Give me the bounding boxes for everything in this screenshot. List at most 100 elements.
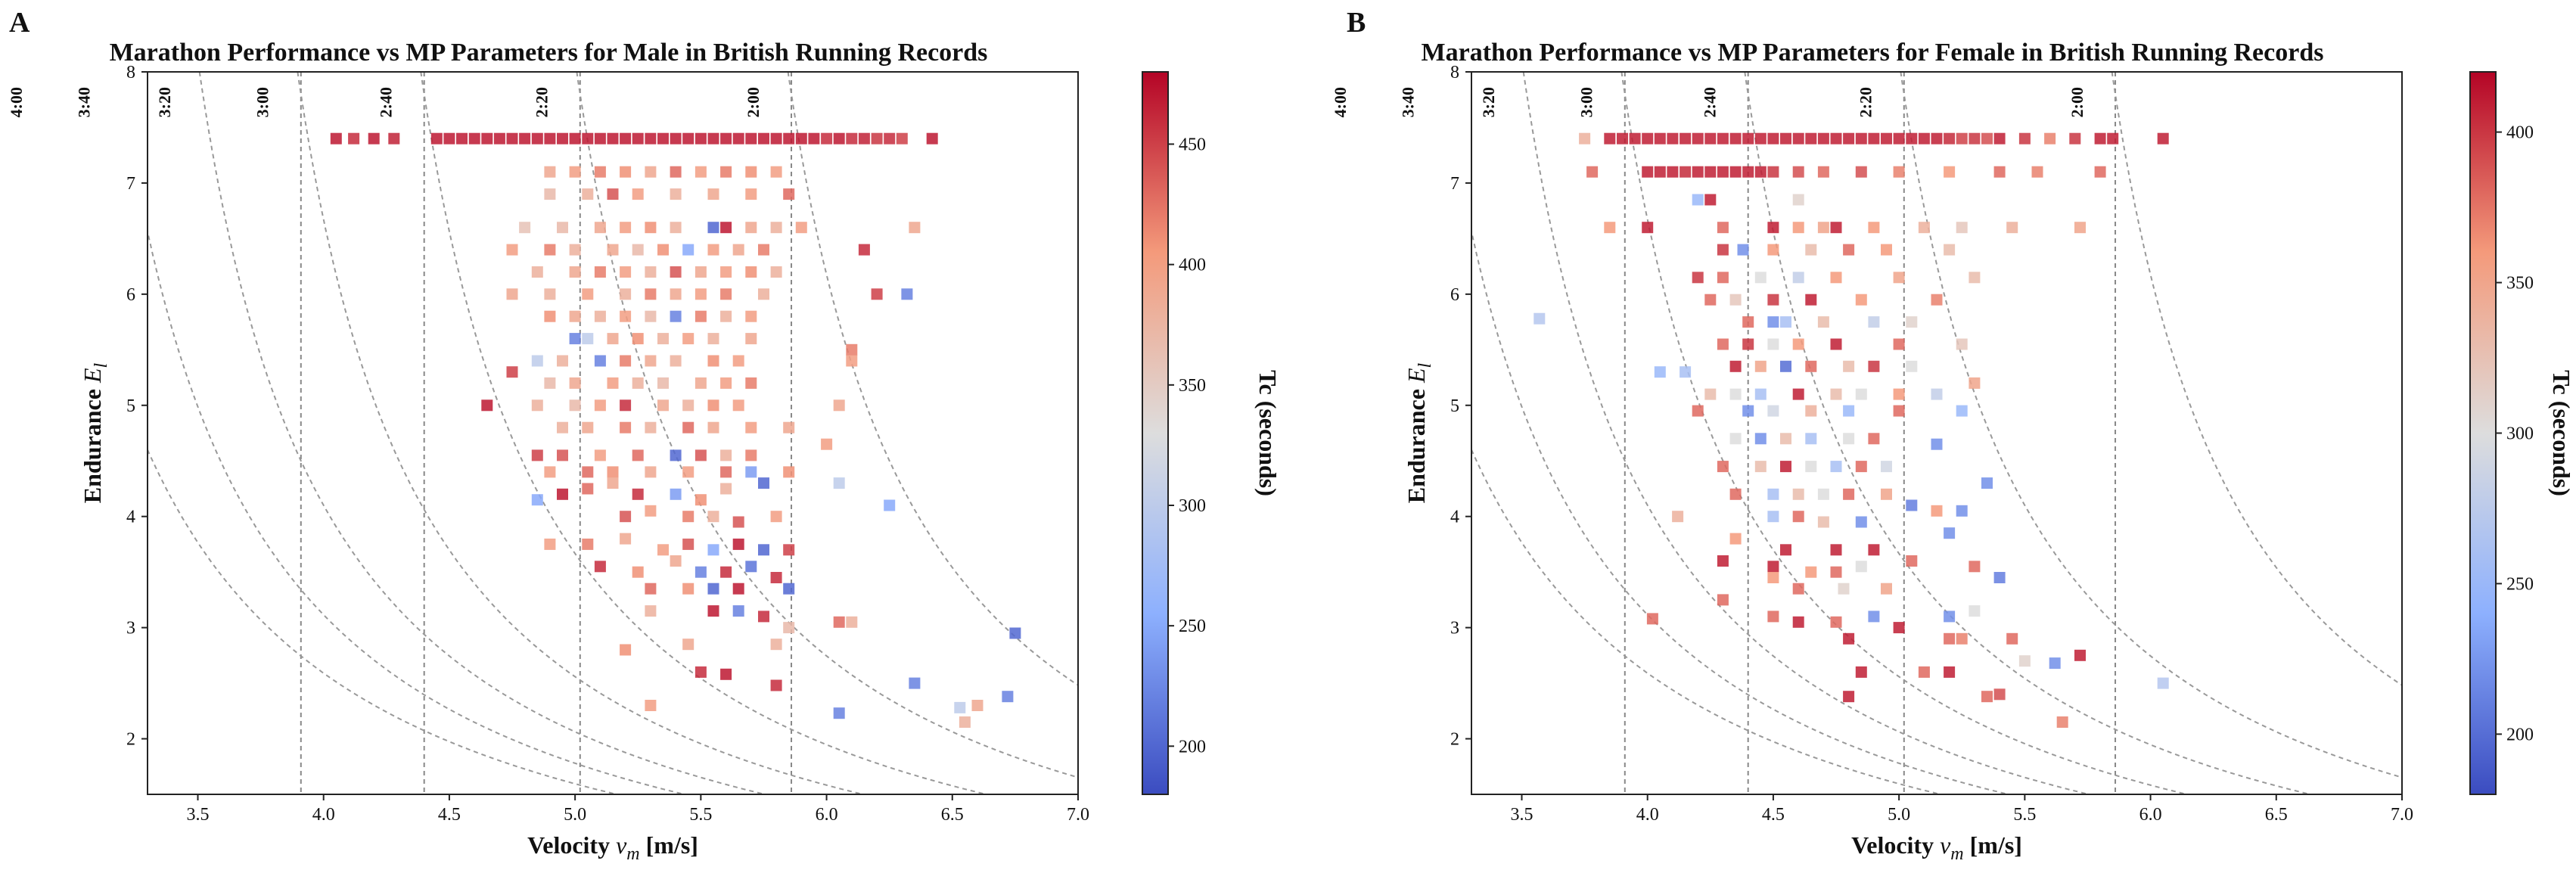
data-point [833, 132, 845, 144]
data-point [758, 544, 769, 556]
data-point [1969, 561, 1981, 573]
data-point [594, 399, 606, 412]
data-point [1767, 244, 1779, 256]
chart-title: Marathon Performance vs MP Parameters fo… [110, 39, 988, 67]
data-point [430, 132, 443, 144]
data-point [481, 399, 493, 412]
colorbar [2469, 71, 2497, 795]
data-point [783, 583, 795, 595]
time-curve [198, 72, 769, 794]
data-point [682, 511, 694, 523]
data-point [569, 333, 581, 345]
data-point [1893, 622, 1905, 634]
x-tick-label: 4.0 [312, 805, 335, 825]
data-point [1604, 222, 1616, 234]
data-point [1855, 294, 1867, 306]
data-point [1830, 338, 1842, 350]
data-point [720, 566, 732, 578]
data-point [1868, 222, 1880, 234]
data-point [783, 188, 795, 200]
data-point [569, 399, 581, 412]
data-point [544, 188, 556, 200]
data-point [732, 244, 744, 256]
data-point [1009, 627, 1021, 639]
data-point [694, 666, 707, 678]
data-point [770, 166, 782, 178]
colorbar-tick-label: 350 [1179, 376, 1206, 396]
data-point [682, 583, 694, 595]
data-point [846, 616, 858, 628]
data-point [770, 511, 782, 523]
data-point [1754, 433, 1767, 445]
data-point [707, 544, 719, 556]
data-point [1868, 360, 1880, 372]
data-point [1944, 132, 1956, 144]
data-point [1680, 132, 1692, 144]
data-point [348, 132, 360, 144]
data-point [1805, 405, 1817, 417]
data-point [670, 222, 682, 234]
data-point [1805, 294, 1817, 306]
data-point [707, 583, 719, 595]
data-point [1805, 566, 1817, 578]
colorbar-tick-label: 300 [2506, 424, 2534, 444]
data-point [620, 310, 632, 322]
data-point [1672, 511, 1684, 523]
data-point [732, 399, 744, 412]
data-point [1729, 360, 1742, 372]
data-point [858, 244, 870, 256]
data-point [1830, 566, 1842, 578]
data-point [1754, 388, 1767, 400]
data-point [821, 132, 833, 144]
data-point [732, 538, 744, 550]
data-point [1792, 338, 1804, 350]
data-point [1780, 544, 1791, 556]
time-curve-label: 3:40 [1399, 87, 1418, 117]
data-point [1767, 561, 1779, 573]
data-point [732, 516, 744, 528]
data-point [2157, 132, 2169, 144]
data-point [1805, 360, 1817, 372]
time-curve-label: 4:00 [1331, 87, 1350, 117]
data-point [720, 222, 732, 234]
data-point [645, 222, 657, 234]
data-point [1843, 360, 1855, 372]
data-point [1792, 222, 1804, 234]
data-point [694, 566, 707, 578]
plot-area [1471, 72, 2402, 794]
data-point [1642, 166, 1654, 178]
x-tick-label: 7.0 [2391, 805, 2413, 825]
y-tick-label: 4 [1450, 508, 1459, 527]
data-point [1717, 132, 1729, 144]
data-point [657, 544, 669, 556]
data-point [758, 288, 769, 300]
data-point [1855, 132, 1867, 144]
data-point [745, 166, 757, 178]
data-point [330, 132, 342, 144]
data-point [1780, 360, 1791, 372]
data-point [1729, 388, 1742, 400]
data-point [1729, 488, 1742, 500]
y-tick-label: 8 [1450, 63, 1459, 82]
data-point [770, 266, 782, 278]
data-point [1742, 316, 1754, 328]
time-curve [1522, 72, 2093, 794]
data-point [531, 266, 543, 278]
data-point [682, 244, 694, 256]
data-point [846, 343, 858, 356]
axes-frame [147, 71, 1079, 795]
data-point [1717, 166, 1729, 178]
data-point [745, 266, 757, 278]
data-point [833, 399, 845, 412]
time-curve-label: 2:20 [1857, 87, 1875, 117]
data-point [1868, 544, 1880, 556]
data-point [682, 333, 694, 345]
data-point [1780, 461, 1791, 473]
data-point [1906, 316, 1918, 328]
data-point [2006, 632, 2018, 645]
x-tick-label: 3.5 [186, 805, 209, 825]
data-point [720, 310, 732, 322]
data-point [620, 355, 632, 367]
data-point [707, 399, 719, 412]
data-point [1805, 132, 1817, 144]
